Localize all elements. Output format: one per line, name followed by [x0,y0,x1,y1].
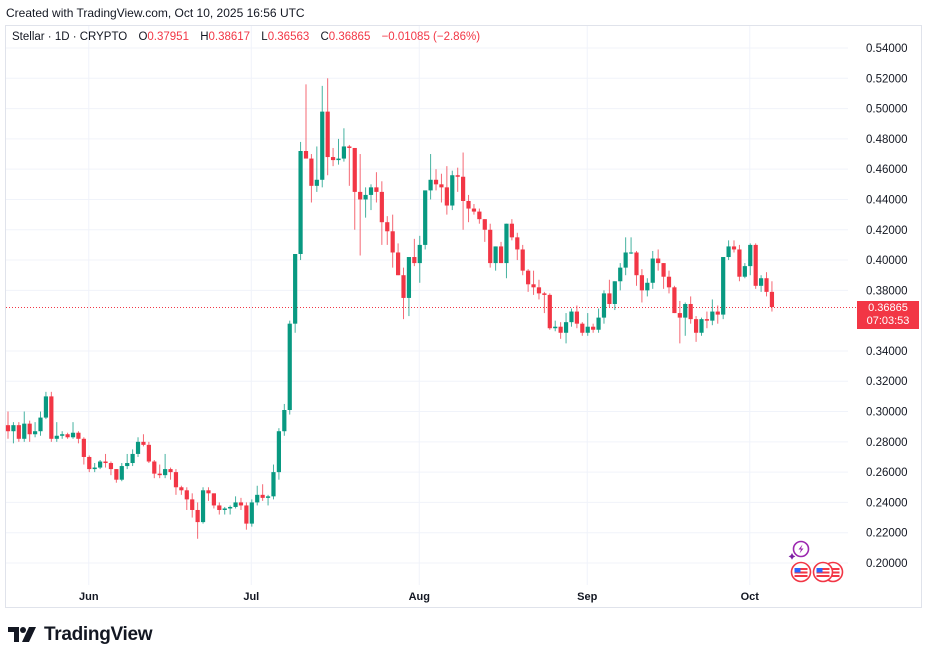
price-axis-label: 0.46000 [866,164,908,176]
close-value: 0.36865 [328,31,371,43]
last-price-tag: 0.36865 07:03:53 [857,300,919,329]
candles [5,78,775,539]
price-axis-label: 0.34000 [866,346,908,358]
chart-frame [5,25,922,608]
change-value: −0.01085 (−2.86%) [381,31,481,43]
ohlc-legend: Stellar · 1D · CRYPTO O0.37951 H0.38617 … [12,31,480,43]
bar-countdown: 07:03:53 [866,314,910,327]
tradingview-logo-icon [8,627,36,642]
price-axis-label: 0.20000 [866,558,908,570]
price-axis-label: 0.24000 [866,497,908,509]
price-axis-label: 0.28000 [866,437,908,449]
tradingview-wordmark: TradingView [44,624,153,645]
price-axis-label: 0.44000 [866,194,908,206]
open-label: O [138,31,148,43]
tradingview-brand: TradingView [8,624,153,646]
us-economic-event-group-icon[interactable] [812,561,846,583]
created-with-caption: Created with TradingView.com, Oct 10, 20… [6,6,305,20]
price-axis-label: 0.50000 [866,104,908,116]
low-value: 0.36563 [267,31,310,43]
price-axis-label: 0.54000 [866,43,908,55]
lightning-event-icon[interactable] [788,539,812,561]
price-axis-label: 0.52000 [866,73,908,85]
price-axis-label: 0.40000 [866,255,908,267]
price-axis-label: 0.26000 [866,467,908,479]
time-axis-label: Aug [408,591,430,603]
price-axis-label: 0.38000 [866,285,908,297]
us-economic-event-icon[interactable] [790,561,812,583]
symbol-title[interactable]: Stellar · 1D · CRYPTO [12,31,128,43]
price-axis-label: 0.42000 [866,225,908,237]
time-axis-label: Jun [78,591,99,603]
close-label: C [320,31,329,43]
price-axis-label: 0.32000 [866,376,908,388]
low-label: L [261,31,268,43]
last-price-value: 0.36865 [868,301,908,314]
time-axis-label: Jul [243,591,260,603]
high-label: H [200,31,209,43]
price-axis-label: 0.48000 [866,134,908,146]
price-axis-label: 0.22000 [866,528,908,540]
price-axis-label: 0.30000 [866,407,908,419]
high-value: 0.38617 [208,31,251,43]
time-axis-label: Oct [740,591,759,603]
time-axis-label: Sep [577,591,598,603]
open-value: 0.37951 [147,31,189,43]
